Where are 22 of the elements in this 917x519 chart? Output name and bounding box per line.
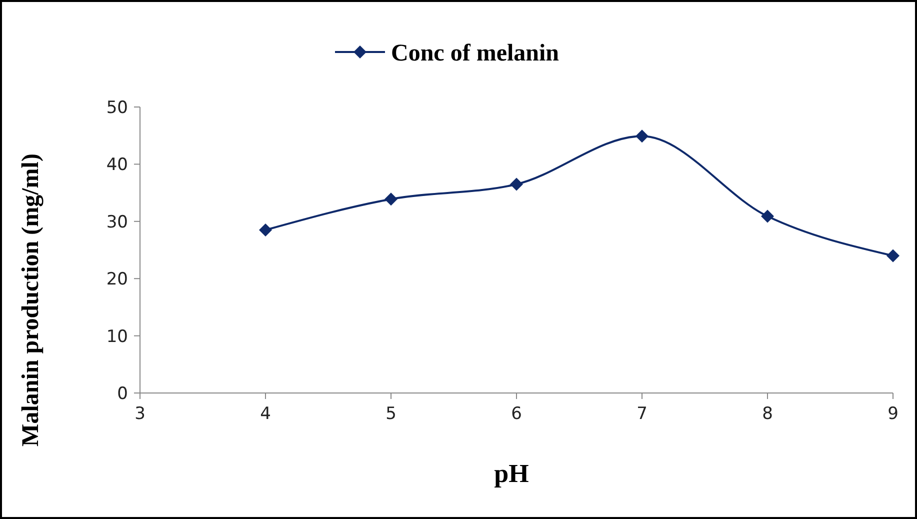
y-tick-label: 30 [106,212,128,232]
x-tick-label: 7 [636,404,648,424]
y-tick-label: 20 [106,270,128,290]
x-tick-label: 6 [511,404,522,424]
legend-label: Conc of melanin [391,40,559,66]
x-axis-title: pH [494,459,529,488]
point [636,130,648,143]
x-tick-label: 8 [762,404,773,424]
point [510,178,523,191]
point [259,223,272,236]
x-tick-label: 3 [134,404,146,424]
x-tick-label: 4 [260,404,271,424]
point [384,192,398,206]
y-tick-label: 10 [106,326,128,347]
y-tick-label: 50 [106,98,128,118]
y-axis-title: Malanin production (mg/ml) [18,154,44,446]
x-tick-label: 5 [386,404,396,424]
point [761,210,774,223]
y-tick-label: 0 [117,384,128,404]
x-tick-label: 9 [888,404,898,424]
y-tick-label: 40 [106,155,128,176]
point [886,249,900,262]
